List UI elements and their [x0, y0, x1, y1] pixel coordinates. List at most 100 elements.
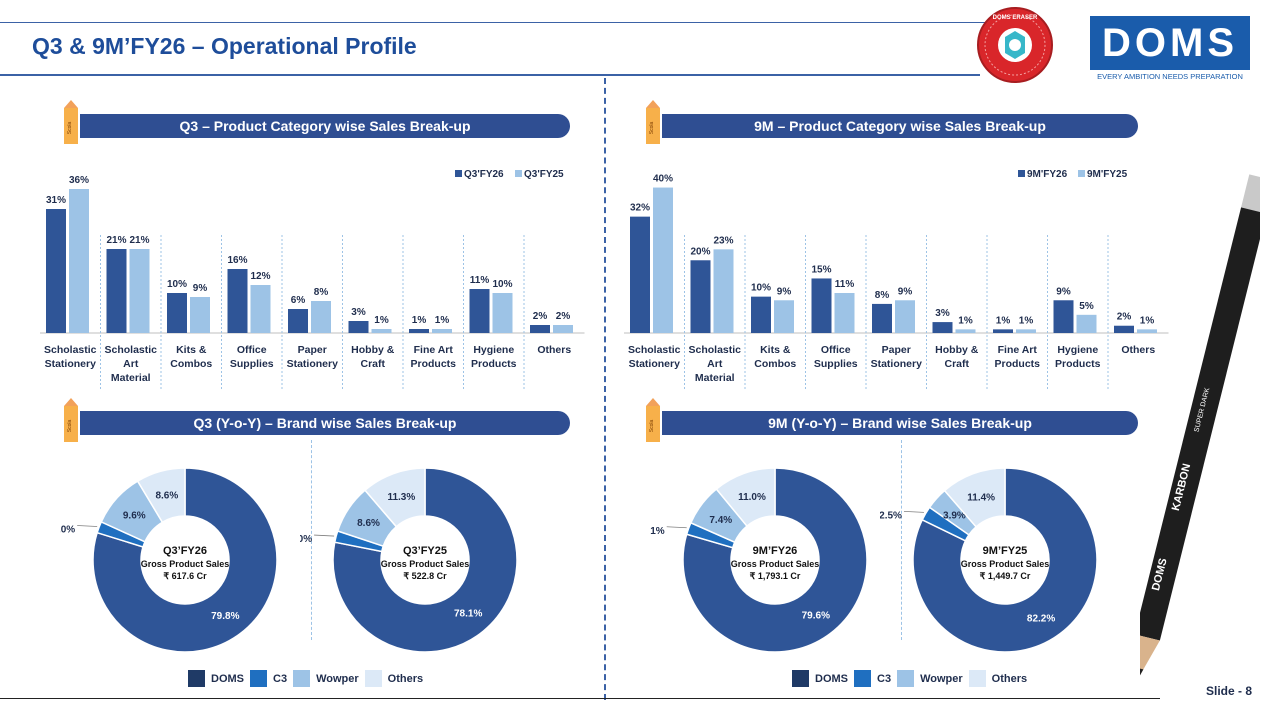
scola-pencil-icon: Scola — [64, 100, 78, 144]
bar-value-label: 8% — [875, 290, 890, 301]
bar — [190, 297, 210, 333]
legend-label: 9M'FY25 — [1087, 169, 1128, 180]
bar — [311, 301, 331, 333]
category-tick-label: Office — [237, 344, 267, 356]
donut-value-label: 11.0% — [738, 492, 766, 503]
donut-value-label: 9.6% — [123, 511, 146, 522]
legend-swatch — [792, 670, 809, 687]
bar-value-label: 5% — [1079, 301, 1094, 312]
donut-value-label: 11.4% — [967, 492, 995, 503]
category-tick-label: Stationery — [871, 358, 923, 370]
donut-value-label: 8.6% — [155, 490, 178, 501]
brand-legend-q3: DOMS C3 Wowper Others — [188, 670, 429, 687]
donut-center-title: 9M’FY25 — [983, 545, 1028, 557]
legend-label: 9M'FY26 — [1027, 169, 1068, 180]
donut-value-label: 7.4% — [709, 515, 732, 526]
q3-category-bar-chart: Q3'FY26 Q3'FY25 31%36% Scholastic Stationery… — [40, 169, 585, 390]
donut-center-value: ₹ 522.8 Cr — [403, 571, 447, 581]
legend-label: Q3'FY26 — [464, 169, 504, 180]
bar-value-label: 36% — [69, 175, 89, 186]
bar-value-label: 1% — [1019, 315, 1034, 326]
legend-item-c3: C3 — [854, 670, 891, 687]
bar — [1137, 329, 1157, 333]
bar-value-label: 23% — [713, 235, 733, 246]
bar-value-label: 16% — [227, 255, 247, 266]
category-tick-label: Stationery — [45, 358, 97, 370]
bar — [492, 293, 513, 333]
donut-divider — [311, 440, 312, 640]
category-tick-label: Others — [537, 344, 571, 356]
category-tick-label: Office — [821, 344, 851, 356]
category-tick-label: Combos — [754, 358, 796, 370]
bar-value-label: 9% — [193, 283, 208, 294]
legend-item-wowper: Wowper — [897, 670, 963, 687]
bar — [690, 260, 711, 333]
bar — [713, 249, 734, 333]
donut-value-label: 2.0% — [300, 534, 312, 545]
legend-label: Q3'FY25 — [524, 169, 564, 180]
legend-item-others: Others — [364, 670, 423, 687]
category-tick-label: Products — [994, 358, 1040, 370]
bar-value-label: 9% — [898, 286, 913, 297]
legend-item-c3: C3 — [250, 670, 287, 687]
eraser-badge-icon: DOMS ERASER — [977, 7, 1053, 83]
donut-center-title: Q3’FY26 — [163, 545, 207, 557]
bar-value-label: 10% — [751, 283, 771, 294]
donut-value-label: 8.6% — [357, 518, 380, 529]
legend-item-doms: DOMS — [792, 670, 848, 687]
category-tick-label: Stationery — [629, 358, 681, 370]
bar-value-label: 10% — [167, 279, 187, 290]
9m-category-bar-chart: 9M'FY26 9M'FY25 32% 40% Scholastic Stationery… — [624, 169, 1169, 390]
category-tick-label: Hobby & — [351, 344, 395, 356]
bar — [371, 329, 392, 333]
9mfy26-donut-chart: 79.6% 2.1% 7.4% 11.0% 9M’FY26 Gross Product S… — [650, 467, 868, 653]
9mfy25-donut-chart: 82.2% 2.5% 3.9%11.4% 9M’FY25 Gross Product S… — [880, 467, 1098, 653]
scola-pencil-icon: Scola — [64, 398, 78, 442]
donut-center-subtitle: Gross Product Sales — [961, 559, 1050, 569]
q3-brand-banner: Q3 (Y-o-Y) – Brand wise Sales Break-up — [80, 411, 570, 435]
category-tick-label: Products — [471, 358, 517, 370]
category-tick-label: Scholastic — [628, 344, 681, 356]
category-tick-label: Scholastic — [688, 344, 741, 356]
legend-swatch — [854, 670, 871, 687]
logo-tagline: EVERY AMBITION NEEDS PREPARATION — [1097, 72, 1243, 81]
bar — [167, 293, 187, 333]
9m-brand-banner: 9M (Y-o-Y) – Brand wise Sales Break-up — [662, 411, 1138, 435]
bar — [774, 300, 794, 333]
bar — [250, 285, 271, 333]
donut-center-subtitle: Gross Product Sales — [731, 559, 820, 569]
bar-value-label: 1% — [374, 315, 389, 326]
bar-value-label: 21% — [106, 235, 126, 246]
bar-value-label: 1% — [435, 315, 450, 326]
donut-center-subtitle: Gross Product Sales — [381, 559, 470, 569]
bar — [834, 293, 855, 333]
donut-slice-others — [715, 467, 776, 528]
legend-swatch — [897, 670, 915, 687]
bar — [227, 269, 248, 333]
donut-center-title: Q3’FY25 — [403, 545, 447, 557]
bar — [553, 325, 573, 333]
bar-value-label: 1% — [1140, 315, 1155, 326]
category-tick-label: Paper — [298, 344, 327, 356]
bar-value-label: 2% — [1117, 312, 1132, 323]
bar — [1016, 329, 1036, 333]
donut-slice-doms — [912, 467, 1098, 653]
category-tick-label: Craft — [360, 358, 385, 370]
bar-value-label: 1% — [958, 315, 973, 326]
legend-swatch — [968, 670, 986, 687]
legend-swatch — [1078, 170, 1085, 177]
svg-text:Scola: Scola — [649, 122, 655, 135]
bar — [872, 303, 892, 333]
scola-pencil-icon: Scola — [646, 100, 660, 144]
9m-category-banner: 9M – Product Category wise Sales Break-u… — [662, 114, 1138, 138]
q3fy25-donut-chart: 78.1% 2.0% 8.6% 11.3% Q3’FY25 Gross Product S… — [300, 467, 518, 653]
donut-value-label: 2.0% — [60, 524, 75, 535]
bar-value-label: 31% — [46, 195, 66, 206]
category-tick-label: Hobby & — [935, 344, 979, 356]
donut-value-label: 79.8% — [211, 611, 239, 622]
category-tick-label: Stationery — [287, 358, 339, 370]
bar-value-label: 9% — [1056, 286, 1071, 297]
donut-value-label: 82.2% — [1027, 614, 1055, 625]
donut-center-value: ₹ 617.6 Cr — [163, 571, 207, 581]
bar — [409, 329, 429, 333]
